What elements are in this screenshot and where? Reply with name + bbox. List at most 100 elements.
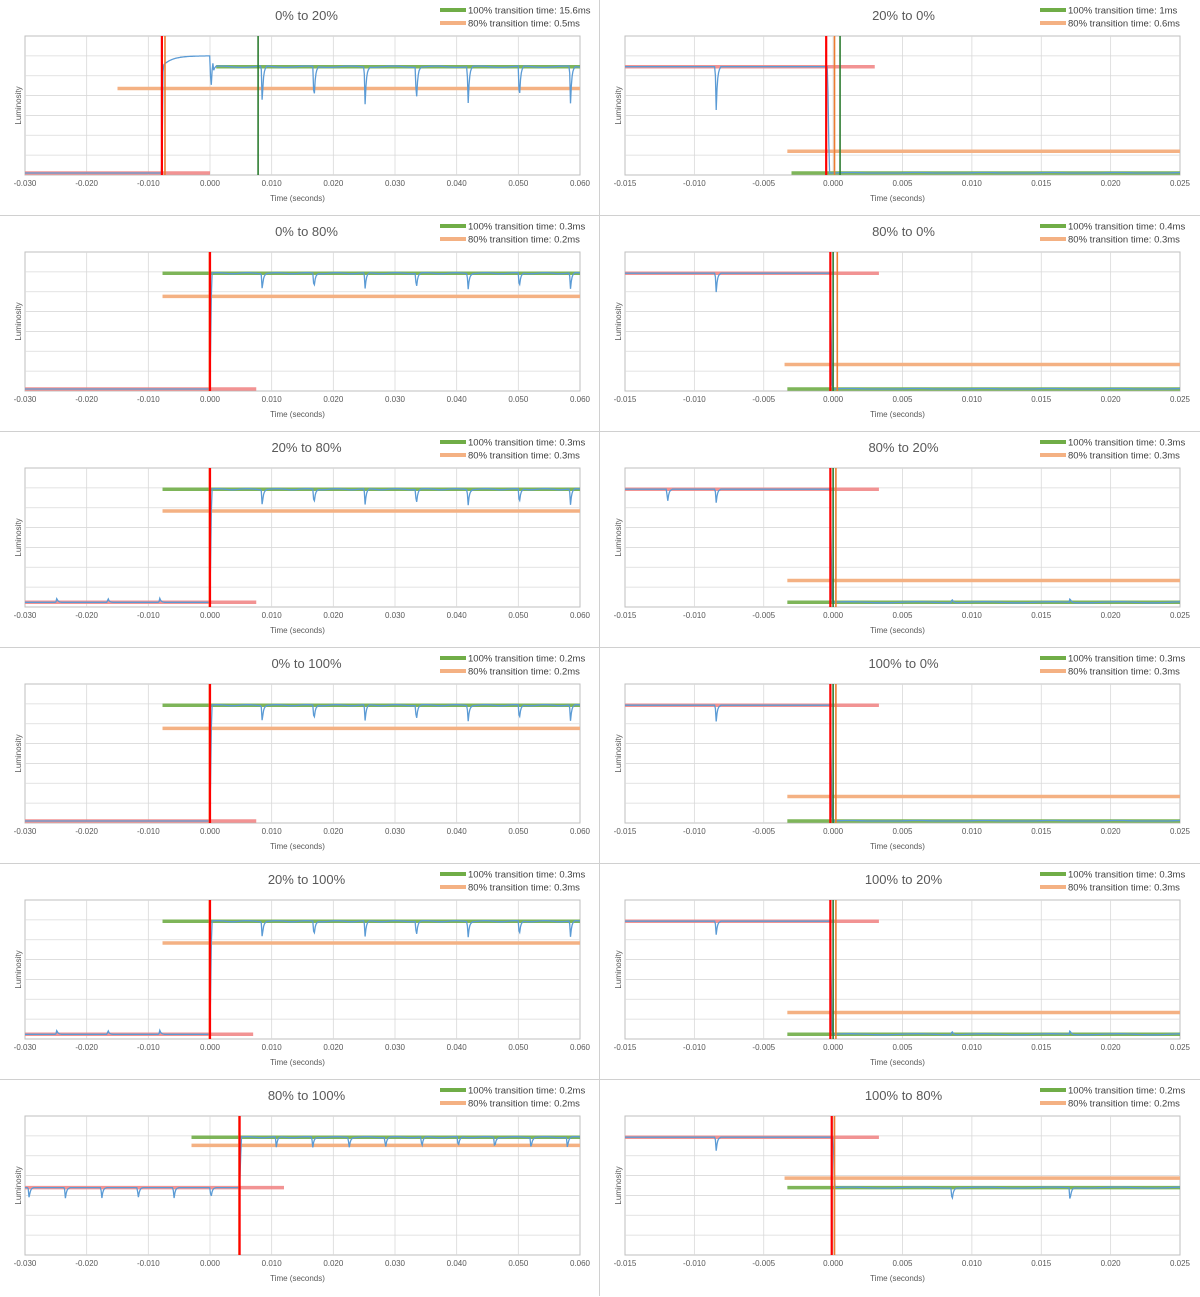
x-tick-label: 0.005 <box>892 827 913 836</box>
legend-label-80: 80% transition time: 0.3ms <box>468 451 580 462</box>
chart-title: 80% to 20% <box>868 440 939 455</box>
x-tick-label: 0.000 <box>200 611 221 620</box>
x-tick-label: -0.005 <box>752 395 775 404</box>
x-tick-label: 0.000 <box>823 827 844 836</box>
chart-title: 20% to 80% <box>271 440 342 455</box>
x-tick-label: 0.000 <box>823 179 844 188</box>
x-tick-label: 0.010 <box>962 1043 983 1052</box>
x-tick-label: 0.010 <box>962 179 983 188</box>
x-tick-label: -0.010 <box>137 395 160 404</box>
y-axis-label: Luminosity <box>14 734 23 772</box>
legend-label-100: 100% transition time: 0.2ms <box>468 654 585 665</box>
x-tick-label: 0.050 <box>508 1259 529 1268</box>
x-tick-label: -0.010 <box>137 611 160 620</box>
x-tick-label: 0.020 <box>323 395 344 404</box>
chart-panel: -0.030 -0.020 -0.010 0.000 0.010 0.020 0.030 0.… <box>0 864 600 1080</box>
x-tick-label: 0.010 <box>262 1043 283 1052</box>
x-tick-label: 0.025 <box>1170 395 1191 404</box>
x-axis-label: Time (seconds) <box>870 626 925 635</box>
legend-label-80: 80% transition time: 0.2ms <box>468 667 580 678</box>
x-tick-label: -0.020 <box>75 395 98 404</box>
x-tick-label: -0.030 <box>14 1259 37 1268</box>
x-tick-label: 0.020 <box>1101 611 1122 620</box>
chart-panel: -0.030 -0.020 -0.010 0.000 0.010 0.020 0.030 0.… <box>0 1080 600 1296</box>
legend-label-100: 100% transition time: 1ms <box>1068 6 1178 17</box>
measured-trace <box>25 920 580 1035</box>
measured-trace <box>25 488 580 603</box>
x-tick-label: 0.060 <box>570 827 591 836</box>
measured-trace <box>25 55 580 174</box>
x-tick-label: -0.010 <box>137 179 160 188</box>
x-axis-label: Time (seconds) <box>270 194 325 203</box>
x-tick-label: 0.010 <box>262 1259 283 1268</box>
measured-trace <box>625 704 1180 822</box>
x-tick-label: 0.005 <box>892 179 913 188</box>
x-tick-label: -0.020 <box>75 1259 98 1268</box>
x-tick-label: 0.020 <box>323 1259 344 1268</box>
x-tick-label: 0.000 <box>200 1043 221 1052</box>
x-tick-label: 0.015 <box>1031 611 1052 620</box>
x-tick-label: 0.010 <box>262 611 283 620</box>
x-tick-label: 0.010 <box>262 395 283 404</box>
x-tick-label: 0.000 <box>200 827 221 836</box>
x-tick-label: -0.005 <box>752 1043 775 1052</box>
x-tick-label: 0.040 <box>447 611 468 620</box>
x-tick-label: 0.005 <box>892 611 913 620</box>
chart-title: 80% to 0% <box>872 224 935 239</box>
x-tick-label: 0.040 <box>447 1043 468 1052</box>
x-tick-label: 0.010 <box>962 827 983 836</box>
x-tick-label: -0.010 <box>683 611 706 620</box>
y-axis-label: Luminosity <box>614 302 623 340</box>
chart-svg: -0.030 -0.020 -0.010 0.000 0.010 0.020 0.030 0.… <box>0 0 600 216</box>
chart-panel: -0.015 -0.010 -0.005 0.000 0.005 0.010 0.015 0.… <box>600 1080 1200 1296</box>
chart-title: 0% to 100% <box>271 656 342 671</box>
x-tick-label: -0.010 <box>137 1043 160 1052</box>
x-tick-label: 0.015 <box>1031 1259 1052 1268</box>
x-tick-label: 0.000 <box>200 1259 221 1268</box>
x-tick-label: 0.020 <box>1101 395 1122 404</box>
x-tick-label: 0.005 <box>892 1259 913 1268</box>
x-tick-label: 0.025 <box>1170 179 1191 188</box>
legend-label-80: 80% transition time: 0.3ms <box>1068 451 1180 462</box>
plot-frame <box>24 467 581 608</box>
x-axis-label: Time (seconds) <box>270 842 325 851</box>
x-tick-label: 0.010 <box>962 395 983 404</box>
y-axis-label: Luminosity <box>614 734 623 772</box>
x-axis-label: Time (seconds) <box>270 1274 325 1283</box>
chart-svg: -0.015 -0.010 -0.005 0.000 0.005 0.010 0.015 0.… <box>600 438 1200 648</box>
legend-label-80: 80% transition time: 0.6ms <box>1068 19 1180 30</box>
chart-title: 0% to 20% <box>275 8 338 23</box>
chart-panel: -0.030 -0.020 -0.010 0.000 0.010 0.020 0.030 0.… <box>0 432 600 648</box>
chart-panel: -0.015 -0.010 -0.005 0.000 0.005 0.010 0.015 0.… <box>600 432 1200 648</box>
x-tick-label: -0.015 <box>614 1043 637 1052</box>
legend-label-100: 100% transition time: 0.3ms <box>1068 438 1185 449</box>
chart-svg: -0.030 -0.020 -0.010 0.000 0.010 0.020 0.030 0.… <box>0 648 600 864</box>
x-tick-label: -0.010 <box>683 395 706 404</box>
x-tick-label: 0.015 <box>1031 1043 1052 1052</box>
x-axis-label: Time (seconds) <box>270 626 325 635</box>
x-tick-label: 0.040 <box>447 395 468 404</box>
plot-frame <box>24 251 581 392</box>
x-tick-label: 0.050 <box>508 179 529 188</box>
x-tick-label: 0.000 <box>823 1043 844 1052</box>
chart-svg: -0.015 -0.010 -0.005 0.000 0.005 0.010 0.015 0.… <box>600 222 1200 432</box>
x-tick-label: -0.005 <box>752 827 775 836</box>
x-axis-label: Time (seconds) <box>270 1058 325 1067</box>
x-tick-label: 0.060 <box>570 1259 591 1268</box>
chart-svg: -0.030 -0.020 -0.010 0.000 0.010 0.020 0.030 0.… <box>0 864 600 1080</box>
legend-label-80: 80% transition time: 0.2ms <box>1068 1099 1180 1110</box>
x-tick-label: -0.015 <box>614 827 637 836</box>
legend-label-80: 80% transition time: 0.3ms <box>1068 883 1180 894</box>
chart-panel: -0.015 -0.010 -0.005 0.000 0.005 0.010 0.015 0.… <box>600 864 1200 1080</box>
x-tick-label: -0.010 <box>137 1259 160 1268</box>
y-axis-label: Luminosity <box>614 86 623 124</box>
measured-trace <box>625 488 1180 604</box>
y-axis-label: Luminosity <box>614 1166 623 1204</box>
x-axis-label: Time (seconds) <box>270 410 325 419</box>
chart-title: 100% to 20% <box>865 872 943 887</box>
x-tick-label: -0.030 <box>14 395 37 404</box>
chart-svg: -0.015 -0.010 -0.005 0.000 0.005 0.010 0.015 0.… <box>614 1086 1191 1284</box>
chart-panel: -0.030 -0.020 -0.010 0.000 0.010 0.020 0.030 0.… <box>0 216 600 432</box>
x-tick-label: -0.020 <box>75 1043 98 1052</box>
legend-label-80: 80% transition time: 0.3ms <box>468 883 580 894</box>
